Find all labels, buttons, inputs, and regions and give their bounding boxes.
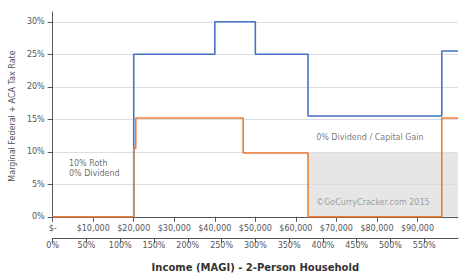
svg-text:200%: 200%: [176, 241, 199, 250]
svg-text:$20,000: $20,000: [117, 224, 150, 233]
svg-text:$80,000: $80,000: [360, 224, 393, 233]
svg-text:30%: 30%: [27, 17, 45, 26]
svg-text:$70,000: $70,000: [320, 224, 353, 233]
svg-text:$30,000: $30,000: [158, 224, 191, 233]
svg-text:$60,000: $60,000: [279, 224, 312, 233]
svg-text:0%: 0%: [46, 241, 59, 250]
svg-text:500%: 500%: [379, 241, 402, 250]
svg-text:450%: 450%: [345, 241, 368, 250]
svg-text:15%: 15%: [27, 115, 45, 124]
svg-text:$50,000: $50,000: [239, 224, 272, 233]
svg-text:$-: $-: [49, 224, 57, 233]
svg-text:0% Dividend: 0% Dividend: [69, 169, 120, 178]
svg-text:Marginal Federal + ACA Tax Rat: Marginal Federal + ACA Tax Rate: [8, 50, 17, 181]
svg-text:20%: 20%: [27, 82, 45, 91]
svg-text:550%: 550%: [413, 241, 436, 250]
svg-text:$90,000: $90,000: [401, 224, 434, 233]
svg-text:150%: 150%: [143, 241, 166, 250]
svg-text:250%: 250%: [210, 241, 233, 250]
svg-text:10% Roth: 10% Roth: [69, 159, 108, 168]
svg-text:10%: 10%: [27, 147, 45, 156]
svg-text:©GoCurryCracker.com 2015: ©GoCurryCracker.com 2015: [316, 198, 429, 207]
svg-text:0%: 0%: [32, 212, 45, 221]
svg-text:$10,000: $10,000: [77, 224, 110, 233]
svg-text:25%: 25%: [27, 50, 45, 59]
svg-text:5%: 5%: [32, 180, 45, 189]
svg-text:$40,000: $40,000: [198, 224, 231, 233]
svg-text:400%: 400%: [311, 241, 334, 250]
svg-text:50%: 50%: [78, 241, 96, 250]
svg-text:Income (MAGI) - 2-Person House: Income (MAGI) - 2-Person Household: [152, 262, 359, 273]
svg-text:350%: 350%: [278, 241, 301, 250]
svg-text:100%: 100%: [109, 241, 132, 250]
svg-text:300%: 300%: [244, 241, 267, 250]
svg-text:0% Dividend / Capital Gain: 0% Dividend / Capital Gain: [316, 133, 424, 142]
